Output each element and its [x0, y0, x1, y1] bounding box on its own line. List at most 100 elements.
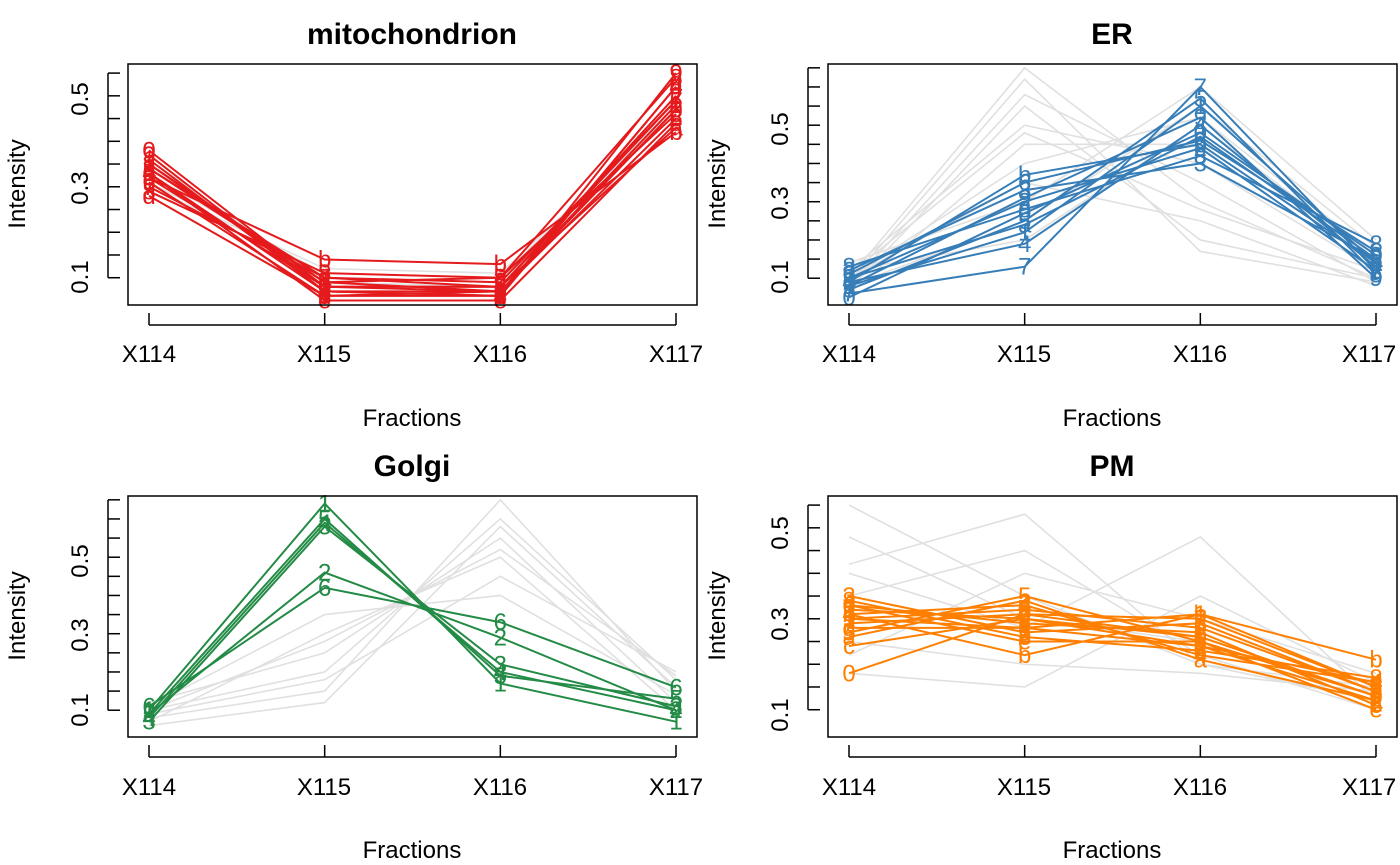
y-tick-label: 0.5 [767, 516, 794, 549]
series-point-label: 6 [318, 575, 331, 602]
series-line [148, 525, 677, 723]
series-point-label: e [494, 287, 507, 314]
plot-frame [827, 495, 1398, 738]
series-point-label: c [843, 633, 855, 660]
series-line [148, 86, 677, 297]
background-profile-line [848, 105, 1377, 287]
series-point-label: 4 [318, 510, 331, 537]
series-point-label: 4 [669, 697, 682, 724]
background-profile-line [848, 85, 1377, 264]
series-point-label: a [1194, 647, 1208, 674]
x-tick-label: X116 [1173, 341, 1227, 368]
series-point-label: b [1018, 162, 1031, 189]
panel-title: Golgi [374, 450, 451, 483]
series-point-label: a [318, 265, 332, 292]
series-point-label: a [494, 274, 508, 301]
panel-pm: PM Fractions Intensity X114 X115 X116 X1… [704, 450, 1396, 864]
series-point-label: 5 [1018, 583, 1031, 610]
series-point-label: 6 [1369, 238, 1382, 265]
series-point-label: 8 [1369, 665, 1382, 692]
y-tick-label: 0.3 [67, 618, 94, 651]
background-profile-line [848, 93, 1377, 287]
series-line [148, 122, 677, 302]
series-point-label: 1 [842, 606, 855, 633]
series-point-label: 8 [669, 65, 682, 92]
series-point-label: 9 [142, 142, 155, 169]
series-point-label: 3 [669, 693, 682, 720]
series-line [848, 135, 1377, 280]
series-point-label: 5 [142, 701, 155, 728]
background-profile-line [148, 525, 677, 727]
series-line [148, 586, 677, 708]
series-line [848, 608, 1377, 693]
series-point-label: 6 [1194, 619, 1207, 646]
x-tick-labels: X114 X115 X116 X117 [822, 341, 1396, 368]
y-tick-label: 0.3 [767, 186, 794, 219]
x-tick-labels: X114 X115 X116 X117 [122, 774, 703, 801]
series-point-label: 9 [1018, 185, 1031, 212]
panel-title: mitochondrion [307, 18, 517, 51]
series-point-label: 7 [1018, 601, 1031, 628]
series-point-label: 5 [669, 686, 682, 713]
y-tick-label: 0.1 [67, 693, 94, 726]
series-point-label: 0 [842, 660, 855, 687]
panel-golgi: Golgi Fractions Intensity X114 X115 X116… [4, 450, 703, 864]
series-point-label: 6 [1018, 610, 1031, 637]
panel-title: ER [1091, 18, 1133, 51]
series-point-label: 9 [1369, 265, 1382, 292]
series-line [148, 113, 677, 284]
x-tick-label: X114 [822, 341, 876, 368]
x-axis-label: Fractions [363, 837, 462, 864]
series-point-label: 2 [142, 701, 155, 728]
series-point-label: 7 [494, 269, 507, 296]
series-point-label: b [842, 601, 855, 628]
series-point-label: 9 [1369, 679, 1382, 706]
x-tick-label: X117 [1342, 774, 1396, 801]
series-line [848, 143, 1377, 283]
background-profile-line [148, 575, 677, 715]
series-point-label: e [669, 110, 682, 137]
x-tick-label: X116 [473, 774, 527, 801]
series-point-label: d [1369, 669, 1382, 696]
panel-mitochondrion: mitochondrion Fractions Intensity X114 X… [4, 18, 703, 432]
series-point-label: c [1019, 606, 1031, 633]
series-point-label: 6 [842, 261, 855, 288]
y-tick-label: 0.5 [767, 112, 794, 145]
y-tick-label: 0.1 [767, 260, 794, 293]
x-tick-label: X115 [297, 774, 351, 801]
series-line [848, 154, 1377, 268]
series-point-label: e [318, 287, 331, 314]
background-profile-line [848, 131, 1377, 276]
y-tick-label: 0.3 [767, 607, 794, 640]
x-tick-label: X114 [122, 341, 176, 368]
series-point-label: c [1194, 624, 1206, 651]
series-line [848, 599, 1377, 702]
series-point-label: 9 [1194, 615, 1207, 642]
series-point-label: b [494, 251, 507, 278]
y-tick-label: 0.5 [67, 82, 94, 115]
series-point-label: e [1369, 697, 1382, 724]
series-point-label: b [142, 165, 155, 192]
series-point-label: e [142, 160, 155, 187]
x-tick-label: X114 [122, 774, 176, 801]
series-point-label: 4 [1018, 592, 1031, 619]
series-point-label: 5 [318, 506, 331, 533]
series-point-label: e [1018, 629, 1031, 656]
series-line [848, 147, 1377, 280]
y-tick-label: 0.5 [67, 544, 94, 577]
x-tick-label: X115 [297, 341, 351, 368]
series-line [148, 517, 677, 715]
x-tick-label: X115 [997, 341, 1051, 368]
series-point-label: c [319, 269, 331, 296]
series-point-label: 6 [142, 693, 155, 720]
series-point-label: b [1369, 250, 1382, 277]
x-tick-label: X117 [649, 774, 703, 801]
series-point-label: 8 [1369, 231, 1382, 258]
series-point-label: 6 [669, 674, 682, 701]
series-point-label: d [142, 183, 155, 210]
series-point-label: d [669, 74, 682, 101]
background-profile-line [848, 78, 1377, 283]
